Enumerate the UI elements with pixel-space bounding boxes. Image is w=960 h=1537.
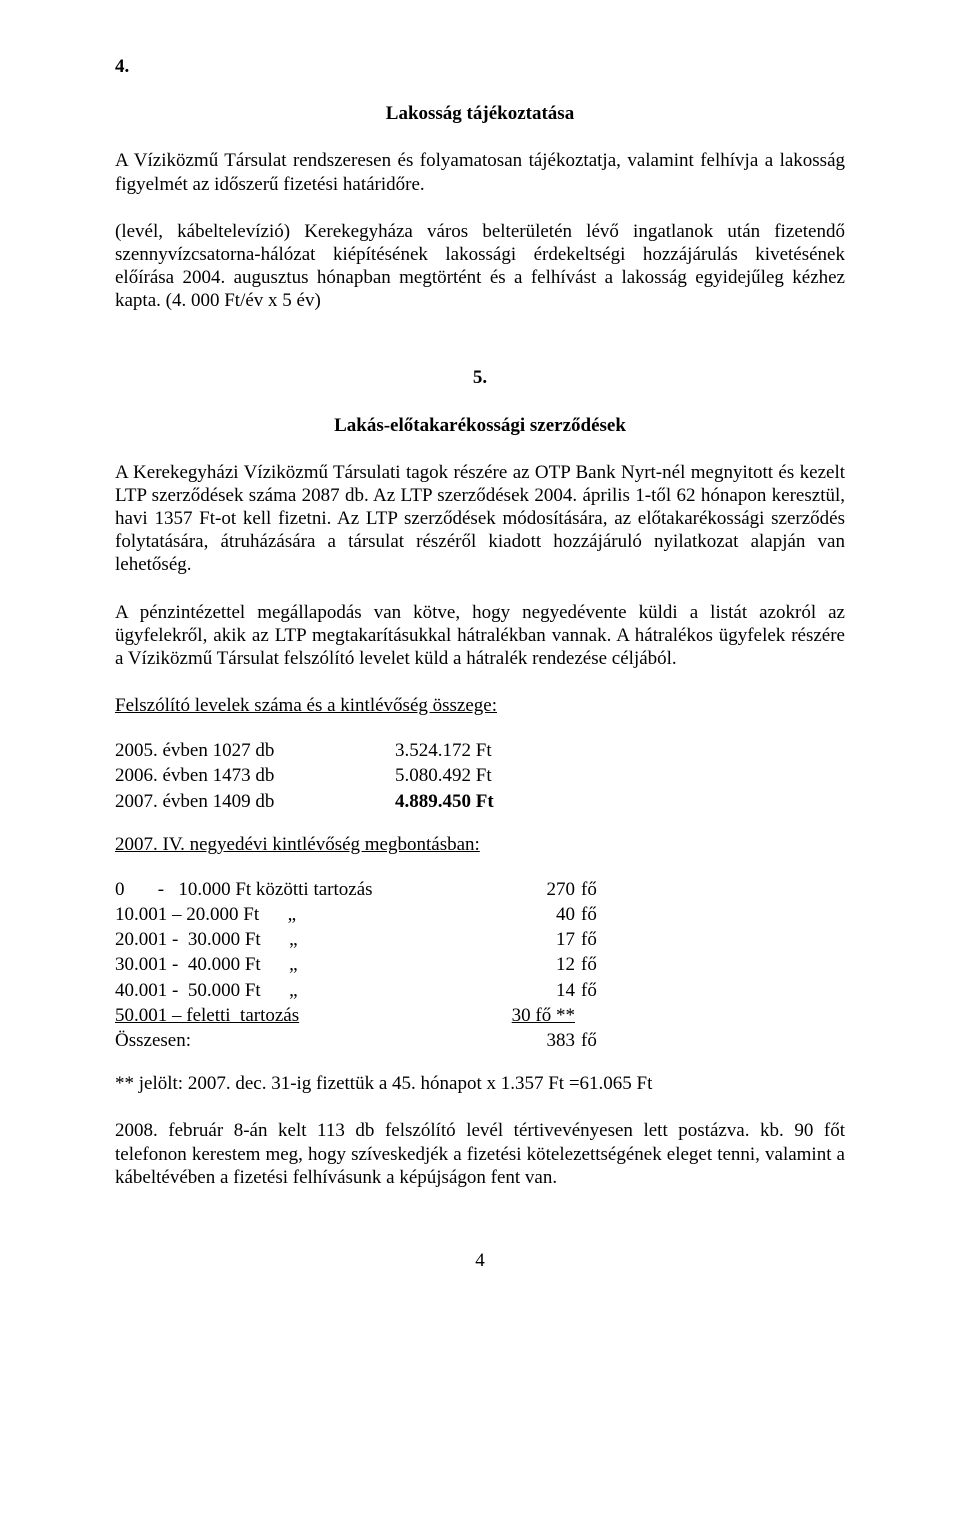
breakdown-unit: fő bbox=[581, 878, 621, 901]
section-4-paragraph-2: (levél, kábeltelevízió) Kerekegyháza vár… bbox=[115, 220, 845, 313]
breakdown-row: 30.001 - 40.000 Ft „ 12 fő bbox=[115, 953, 845, 976]
page-number: 4 bbox=[115, 1249, 845, 1272]
breakdown-range: 30.001 - 40.000 Ft „ bbox=[115, 953, 465, 976]
breakdown-unit: fő bbox=[581, 979, 621, 1002]
section-4-title: Lakosság tájékoztatása bbox=[115, 102, 845, 125]
letters-row: 2005. évben 1027 db 3.524.172 Ft bbox=[115, 739, 845, 762]
breakdown-count: 270 bbox=[465, 878, 581, 901]
letters-label: 2006. évben 1473 db bbox=[115, 764, 395, 787]
letters-amount: 3.524.172 Ft bbox=[395, 739, 595, 762]
breakdown-total-unit: fő bbox=[581, 1029, 621, 1052]
breakdown-unit: fő bbox=[581, 903, 621, 926]
breakdown-total-label: Összesen: bbox=[115, 1029, 465, 1052]
subheading-letter-counts: Felszólító levelek száma és a kintlévősé… bbox=[115, 694, 845, 717]
breakdown-row: 40.001 - 50.000 Ft „ 14 fő bbox=[115, 979, 845, 1002]
letters-amount-bold: 4.889.450 Ft bbox=[395, 790, 595, 813]
breakdown-unit: fő bbox=[581, 928, 621, 951]
breakdown-total-row: Összesen: 383 fő bbox=[115, 1029, 845, 1052]
letters-row: 2006. évben 1473 db 5.080.492 Ft bbox=[115, 764, 845, 787]
breakdown-count: 17 bbox=[465, 928, 581, 951]
breakdown-total-count: 383 bbox=[465, 1029, 581, 1052]
section-5-number: 5. bbox=[115, 366, 845, 389]
letters-amount: 5.080.492 Ft bbox=[395, 764, 595, 787]
breakdown-unit: fő bbox=[581, 953, 621, 976]
breakdown-row: 20.001 - 30.000 Ft „ 17 fő bbox=[115, 928, 845, 951]
document-page: 4. Lakosság tájékoztatása A Víziközmű Tá… bbox=[0, 0, 960, 1537]
breakdown-range: 20.001 - 30.000 Ft „ bbox=[115, 928, 465, 951]
breakdown-count-underline: 30 fő ** bbox=[465, 1004, 581, 1027]
breakdown-range-underline: 50.001 – feletti tartozás bbox=[115, 1004, 465, 1027]
section-5-paragraph-2: A pénzintézettel megállapodás van kötve,… bbox=[115, 601, 845, 671]
breakdown-range: 10.001 – 20.000 Ft „ bbox=[115, 903, 465, 926]
footnote-star: ** jelölt: 2007. dec. 31-ig fizettük a 4… bbox=[115, 1072, 845, 1095]
letters-label: 2007. évben 1409 db bbox=[115, 790, 395, 813]
breakdown-count: 40 bbox=[465, 903, 581, 926]
breakdown-row: 0 - 10.000 Ft közötti tartozás 270 fő bbox=[115, 878, 845, 901]
section-5-paragraph-3: 2008. február 8-án kelt 113 db felszólít… bbox=[115, 1119, 845, 1189]
letters-row: 2007. évben 1409 db 4.889.450 Ft bbox=[115, 790, 845, 813]
breakdown-row: 10.001 – 20.000 Ft „ 40 fő bbox=[115, 903, 845, 926]
letters-label: 2005. évben 1027 db bbox=[115, 739, 395, 762]
breakdown-range: 0 - 10.000 Ft közötti tartozás bbox=[115, 878, 465, 901]
section-4-number: 4. bbox=[115, 55, 845, 78]
breakdown-range: 40.001 - 50.000 Ft „ bbox=[115, 979, 465, 1002]
breakdown-row-last: 50.001 – feletti tartozás 30 fő ** bbox=[115, 1004, 845, 1027]
breakdown-count: 12 bbox=[465, 953, 581, 976]
section-5-paragraph-1: A Kerekegyházi Víziközmű Társulati tagok… bbox=[115, 461, 845, 577]
breakdown-count: 14 bbox=[465, 979, 581, 1002]
section-5-title: Lakás-előtakarékossági szerződések bbox=[115, 414, 845, 437]
section-4-paragraph-1: A Víziközmű Társulat rendszeresen és fol… bbox=[115, 149, 845, 195]
subheading-breakdown: 2007. IV. negyedévi kintlévőség megbontá… bbox=[115, 833, 845, 856]
